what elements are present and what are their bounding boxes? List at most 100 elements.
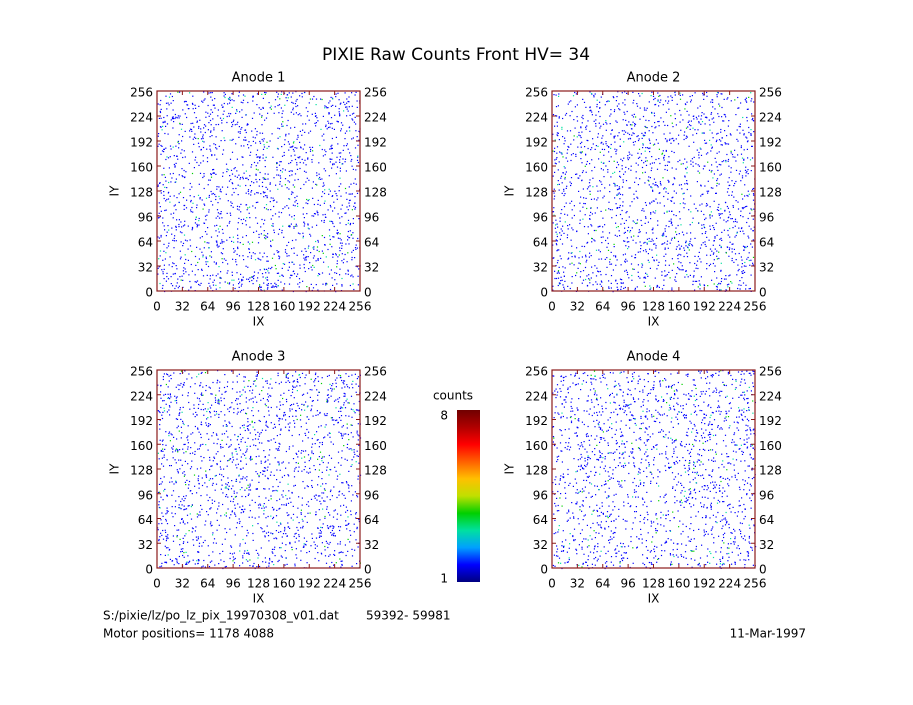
speckle	[355, 539, 357, 541]
speckle	[289, 404, 292, 407]
speckle	[294, 179, 296, 181]
speckle	[327, 389, 329, 391]
speckle	[247, 101, 249, 104]
speckle	[623, 111, 625, 113]
speckle	[246, 445, 248, 447]
speckle	[344, 92, 346, 94]
speckle	[256, 130, 258, 133]
speckle	[331, 122, 333, 125]
speckle	[665, 235, 667, 238]
speckle	[226, 225, 228, 227]
speckle	[194, 159, 196, 161]
speckle	[620, 223, 622, 225]
speckle	[322, 155, 324, 157]
speckle	[340, 566, 342, 568]
speckle	[716, 258, 718, 260]
speckle	[296, 516, 298, 518]
speckle	[613, 255, 615, 257]
speckle	[301, 92, 303, 95]
speckle	[241, 109, 243, 111]
speckle	[603, 148, 606, 151]
speckle	[637, 152, 639, 154]
speckle	[216, 463, 218, 465]
speckle	[720, 262, 722, 264]
speckle	[312, 415, 314, 417]
speckle	[238, 217, 240, 219]
speckle	[666, 164, 668, 166]
speckle	[713, 173, 715, 175]
speckle	[242, 99, 245, 101]
speckle	[704, 142, 706, 144]
speckle	[752, 230, 754, 232]
speckle	[680, 224, 682, 226]
speckle	[338, 185, 340, 188]
speckle	[314, 115, 317, 117]
speckle	[226, 115, 228, 118]
speckle	[300, 426, 302, 428]
speckle	[558, 183, 560, 185]
speckle	[273, 112, 275, 114]
speckle	[261, 185, 264, 188]
speckle	[252, 96, 254, 98]
speckle	[176, 438, 178, 440]
speckle	[712, 101, 714, 103]
speckle	[595, 275, 598, 277]
speckle	[699, 284, 701, 286]
speckle	[172, 285, 174, 287]
speckle	[637, 184, 639, 186]
speckle	[223, 102, 225, 105]
speckle	[624, 240, 626, 242]
speckle	[358, 139, 360, 141]
speckle	[352, 380, 354, 382]
speckle	[563, 206, 566, 208]
speckle	[331, 277, 333, 279]
speckle	[241, 526, 243, 528]
speckle	[651, 162, 653, 164]
speckle	[268, 540, 270, 542]
speckle	[219, 277, 221, 279]
speckle	[303, 267, 305, 269]
speckle	[627, 230, 629, 232]
speckle	[241, 508, 243, 511]
speckle	[342, 425, 344, 427]
y-tick-label-right: 96	[759, 211, 774, 225]
speckle	[255, 168, 257, 170]
speckle	[197, 427, 199, 429]
speckle	[211, 92, 213, 94]
speckle	[678, 184, 681, 186]
speckle	[690, 120, 692, 122]
speckle	[206, 148, 208, 150]
speckle	[595, 229, 597, 232]
speckle	[161, 481, 163, 483]
speckle	[188, 401, 190, 404]
speckle	[721, 161, 723, 163]
speckle	[355, 409, 358, 411]
speckle	[638, 229, 640, 231]
speckle	[574, 127, 576, 129]
speckle	[617, 91, 619, 93]
speckle	[714, 157, 716, 159]
speckle	[744, 98, 746, 101]
speckle	[166, 523, 169, 525]
speckle	[655, 184, 657, 186]
speckle	[182, 554, 184, 557]
speckle	[274, 264, 276, 267]
speckle	[752, 218, 754, 220]
speckle	[278, 531, 280, 533]
speckle	[236, 109, 238, 111]
speckle	[316, 172, 318, 174]
speckle	[720, 164, 722, 166]
speckle	[178, 555, 180, 558]
speckle	[215, 240, 217, 242]
speckle	[206, 494, 208, 496]
speckle	[331, 529, 333, 532]
speckle	[198, 258, 200, 260]
speckle	[233, 279, 235, 281]
speckle	[644, 277, 647, 279]
speckle	[175, 397, 177, 399]
speckle	[303, 254, 305, 256]
speckle	[184, 535, 186, 537]
speckle	[208, 196, 210, 198]
speckle	[652, 240, 654, 242]
speckle	[301, 96, 303, 98]
